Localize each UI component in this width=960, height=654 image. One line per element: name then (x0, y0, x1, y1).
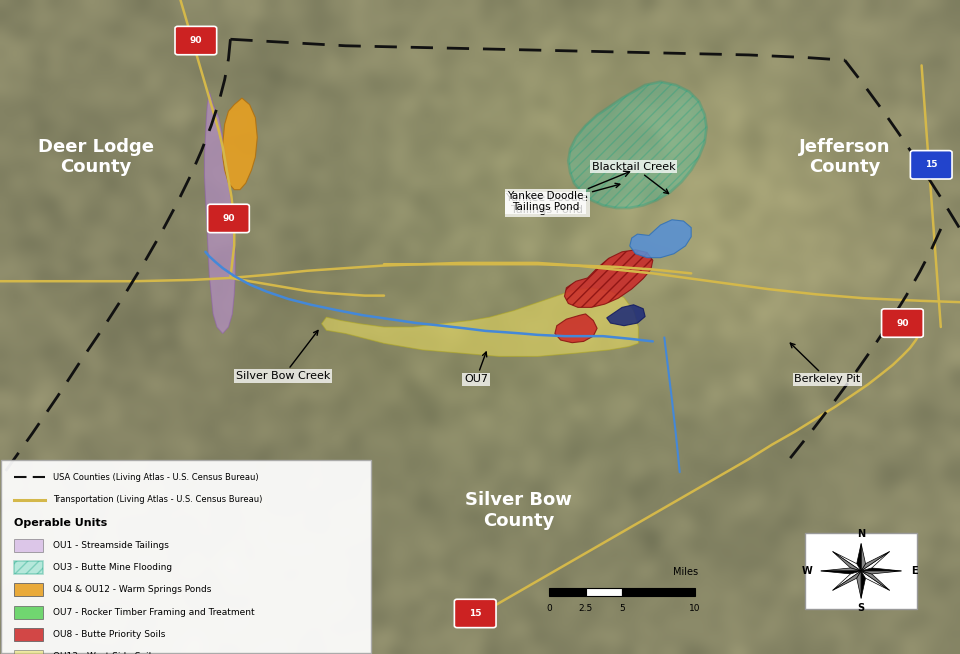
FancyBboxPatch shape (910, 150, 952, 179)
Polygon shape (832, 551, 861, 571)
Polygon shape (568, 82, 707, 208)
FancyBboxPatch shape (207, 204, 250, 233)
Text: Yankee Doodle
Tailings Pond: Yankee Doodle Tailings Pond (507, 190, 584, 213)
Text: Transportation (Living Atlas - U.S. Census Bureau): Transportation (Living Atlas - U.S. Cens… (53, 495, 262, 504)
Polygon shape (322, 288, 638, 356)
Polygon shape (861, 543, 866, 571)
Text: 90: 90 (896, 318, 909, 328)
Polygon shape (856, 571, 861, 598)
Polygon shape (630, 220, 691, 258)
Text: 10: 10 (689, 604, 701, 613)
Polygon shape (861, 568, 901, 571)
Text: 15: 15 (924, 160, 938, 169)
FancyBboxPatch shape (14, 583, 43, 596)
FancyBboxPatch shape (549, 588, 586, 596)
Text: OU7 - Rocker Timber Framing and Treatment: OU7 - Rocker Timber Framing and Treatmen… (53, 608, 254, 617)
Polygon shape (223, 98, 257, 190)
Text: 90: 90 (189, 36, 203, 45)
Polygon shape (856, 543, 861, 571)
Polygon shape (821, 571, 861, 574)
FancyBboxPatch shape (14, 539, 43, 552)
Polygon shape (832, 571, 861, 591)
Polygon shape (861, 571, 901, 574)
Text: Miles: Miles (673, 567, 698, 577)
Text: Jefferson
County: Jefferson County (799, 137, 891, 177)
Polygon shape (555, 314, 597, 343)
Text: USA Counties (Living Atlas - U.S. Census Bureau): USA Counties (Living Atlas - U.S. Census… (53, 473, 258, 482)
Polygon shape (607, 305, 645, 326)
Polygon shape (564, 250, 653, 307)
Polygon shape (821, 568, 861, 571)
Text: W: W (802, 566, 813, 576)
Text: OU4 & OU12 - Warm Springs Ponds: OU4 & OU12 - Warm Springs Ponds (53, 585, 211, 594)
FancyBboxPatch shape (805, 533, 917, 609)
Text: OU3 - Butte Mine Flooding: OU3 - Butte Mine Flooding (53, 563, 172, 572)
Text: Deer Lodge
County: Deer Lodge County (38, 137, 154, 177)
FancyBboxPatch shape (175, 26, 217, 55)
FancyBboxPatch shape (586, 588, 622, 596)
Text: OU1 - Streamside Tailings: OU1 - Streamside Tailings (53, 541, 169, 550)
Polygon shape (861, 571, 890, 591)
Text: 0: 0 (546, 604, 552, 613)
Polygon shape (204, 92, 235, 334)
Text: 5: 5 (619, 604, 625, 613)
Polygon shape (861, 551, 890, 571)
Text: Yankee Doodle
Tailings Pond: Yankee Doodle Tailings Pond (506, 183, 620, 215)
Text: Silver Bow
County: Silver Bow County (465, 490, 572, 530)
Text: OU7: OU7 (465, 352, 488, 385)
Polygon shape (832, 571, 861, 591)
Text: Operable Units: Operable Units (14, 518, 108, 528)
FancyBboxPatch shape (881, 309, 924, 337)
Text: Blacktail Creek: Blacktail Creek (591, 162, 676, 194)
FancyBboxPatch shape (454, 599, 496, 628)
FancyBboxPatch shape (1, 460, 371, 653)
FancyBboxPatch shape (14, 650, 43, 654)
Text: Berkeley Pit: Berkeley Pit (790, 343, 861, 385)
Text: OU13 - West Side Soils: OU13 - West Side Soils (53, 652, 156, 654)
Polygon shape (861, 551, 890, 571)
Text: E: E (912, 566, 918, 576)
Text: S: S (857, 602, 865, 613)
FancyBboxPatch shape (14, 606, 43, 619)
FancyBboxPatch shape (14, 628, 43, 641)
Text: Silver Bow Creek: Silver Bow Creek (236, 330, 330, 381)
Text: N: N (857, 529, 865, 540)
Polygon shape (861, 571, 890, 591)
Text: 90: 90 (222, 214, 235, 223)
FancyBboxPatch shape (622, 588, 695, 596)
Text: 15: 15 (468, 609, 482, 618)
Polygon shape (861, 571, 866, 598)
FancyBboxPatch shape (14, 561, 43, 574)
Text: OU8 - Butte Priority Soils: OU8 - Butte Priority Soils (53, 630, 165, 639)
Polygon shape (832, 551, 861, 571)
Text: 2.5: 2.5 (579, 604, 592, 613)
